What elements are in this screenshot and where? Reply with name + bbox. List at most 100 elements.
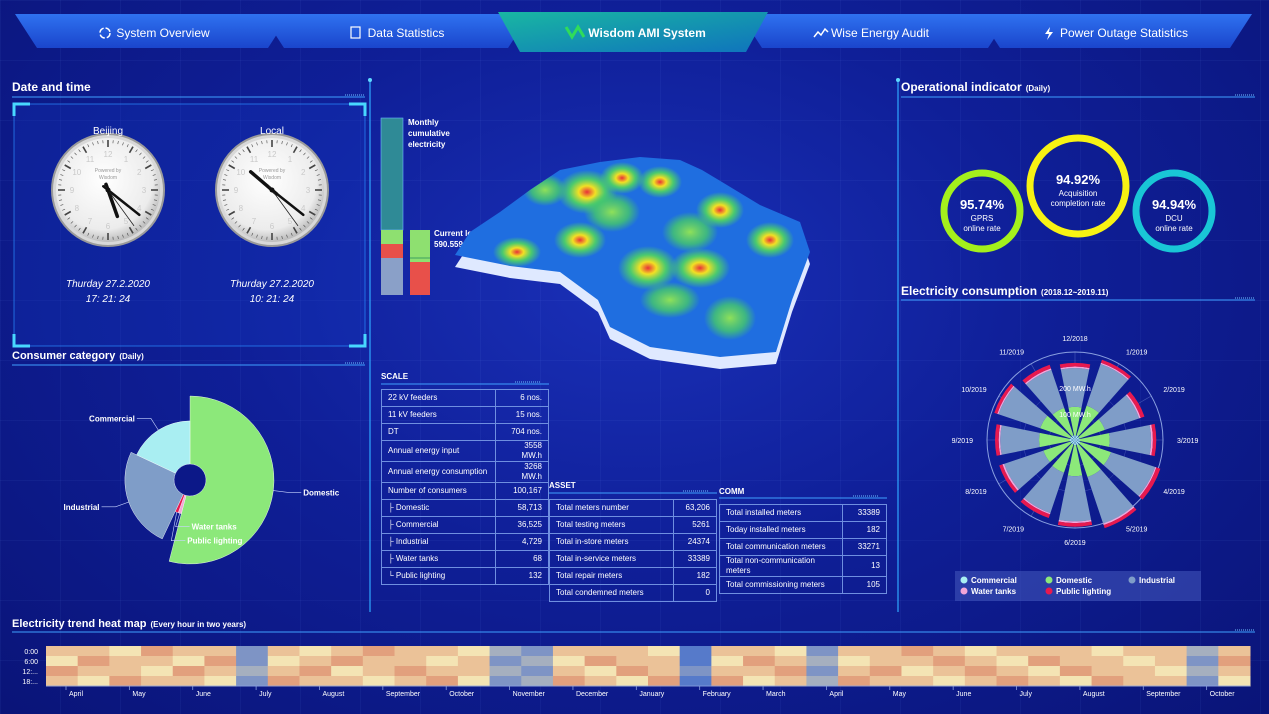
heat-cell	[774, 646, 807, 657]
clock-tick	[87, 232, 90, 236]
heat-cell	[1059, 666, 1093, 677]
table-row: Number of consumers 100,167	[381, 482, 549, 500]
clock-tick	[317, 179, 321, 181]
gauge-value: 94.92%	[1056, 172, 1101, 187]
heat-cell	[141, 656, 174, 667]
cell-value: 58,713	[495, 499, 549, 517]
clock-brand: Powered by	[95, 168, 122, 174]
clock-tick	[78, 149, 81, 153]
heat-cell	[362, 666, 396, 677]
gauge-label: DCU	[1165, 214, 1183, 223]
heat-cell	[964, 656, 998, 667]
clock-tick	[306, 156, 310, 159]
label-leader	[136, 418, 159, 431]
clock-brand: Wisdom	[99, 175, 117, 181]
cell-label: Total testing meters	[549, 516, 674, 534]
heat-cell	[204, 666, 237, 677]
heat-cell	[204, 646, 237, 657]
table-row: Total non-communication meters 13	[719, 555, 887, 577]
heat-cell	[77, 656, 110, 667]
heat-cell	[616, 646, 649, 657]
heat-cell	[964, 666, 998, 677]
heat-cell	[901, 676, 934, 687]
legend-label: Water tanks	[971, 587, 1017, 596]
clock-brand: Powered by	[259, 168, 286, 174]
panel-title: Electricity consumption (2018.12~2019.11)	[901, 284, 1109, 298]
heat-cell	[964, 676, 998, 687]
nav-tab[interactable]	[262, 14, 530, 48]
heat-cell	[46, 676, 79, 687]
heat-cell	[1123, 666, 1156, 677]
map-bars	[380, 117, 430, 295]
clock-tick	[290, 144, 293, 148]
legend-label: Commercial	[971, 576, 1017, 585]
nav-tab-label[interactable]: System Overview	[116, 26, 210, 40]
heat-cell	[648, 666, 681, 677]
heat-cell	[236, 666, 269, 677]
heat-cell	[933, 646, 966, 657]
bar-segment	[381, 230, 403, 244]
clock-tick	[78, 227, 81, 231]
panel-title: Consumer category (Daily)	[12, 350, 144, 362]
clock-tick	[228, 210, 236, 216]
nav-tab-active[interactable]	[498, 12, 768, 52]
nav-tab-label[interactable]: Power Outage Statistics	[1060, 26, 1188, 40]
heat-cell	[489, 656, 522, 667]
title: Electricity consumption	[901, 284, 1037, 298]
table-row: Annual energy consumption 3268 MW.h	[381, 461, 549, 483]
clock-tick	[59, 179, 63, 181]
clock-city: Local	[260, 126, 284, 137]
nav-tab-label[interactable]: Wise Energy Audit	[831, 26, 930, 40]
dial-number: 5	[288, 217, 293, 226]
scale-table: 22 kV feeders 6 nos. 11 kV feeders 15 nos. D…	[381, 389, 549, 585]
nav-tab[interactable]	[740, 14, 1010, 48]
clock-tick	[231, 160, 235, 163]
heat-cell	[552, 666, 586, 677]
heat-cell	[584, 646, 617, 657]
clock-tick	[150, 208, 154, 211]
heat-cell	[457, 666, 491, 677]
heat-cell	[299, 646, 332, 657]
clock-tick	[92, 234, 94, 238]
table-title: ASSET	[549, 481, 576, 490]
month-label: 10/2019	[961, 387, 986, 394]
heat-cell	[996, 646, 1029, 657]
nav-tab-label[interactable]: Data Statistics	[368, 26, 445, 40]
dial-number: 3	[306, 186, 311, 195]
heat-cell	[933, 656, 966, 667]
nav-tab[interactable]	[15, 14, 290, 48]
dial-number: 2	[137, 168, 142, 177]
heat-cell	[901, 656, 934, 667]
polar-bar-segment	[1075, 437, 1080, 440]
bar-label: Monthly cumulative electricity	[408, 118, 450, 149]
clock-tick	[67, 160, 71, 163]
heat-cell	[584, 666, 617, 677]
clock-tick	[224, 204, 228, 206]
cell-label: Number of consumers	[381, 482, 496, 500]
clock-tick	[228, 164, 236, 170]
x-tick-label: January	[639, 691, 664, 698]
dial-number: 7	[252, 217, 257, 226]
polar-bar-segment	[1073, 440, 1077, 446]
clock-tick	[152, 204, 156, 206]
heat-cell	[109, 676, 142, 687]
polar-bar-segment	[1060, 366, 1090, 370]
nav-tab-label[interactable]: Wisdom AMI System	[588, 26, 705, 40]
comm-table: Total installed meters 33389 Today install…	[719, 504, 887, 594]
cell-value: 704 nos.	[495, 423, 549, 441]
clock-tick	[117, 235, 119, 239]
heat-cell	[552, 646, 586, 657]
bar-label: Current load 590.559 kW	[434, 229, 482, 249]
gauge-value: 95.74%	[960, 197, 1005, 212]
clock-tick	[97, 141, 99, 145]
x-tick-label: May	[132, 691, 146, 698]
clock-tick	[60, 204, 64, 206]
cell-label: Total commissioning meters	[719, 576, 843, 594]
cell-label: Total condemned meters	[549, 584, 674, 602]
polar-bar-segment	[1023, 497, 1051, 515]
legend-swatch	[1045, 576, 1053, 584]
table-row: ├ Domestic 58,713	[381, 499, 549, 517]
nav-tab[interactable]	[978, 14, 1252, 48]
heat-cell	[1028, 656, 1061, 667]
